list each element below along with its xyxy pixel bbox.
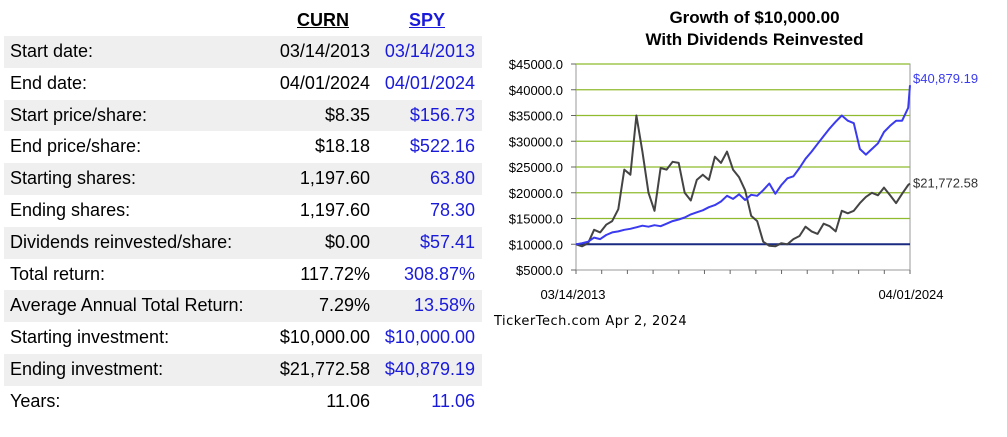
- table-row: Starting investment: $10,000.00 $10,000.00: [4, 322, 482, 354]
- spy-value: 13.58%: [413, 295, 475, 316]
- table-row: Start date: 03/14/2013 03/14/2013: [4, 36, 482, 68]
- spy-end-label: $40,879.19: [913, 71, 978, 86]
- table-row: Ending investment: $21,772.58 $40,879.19: [4, 353, 482, 386]
- y-tick-label: $25000.0: [509, 160, 563, 175]
- y-tick-label: $35000.0: [509, 109, 563, 124]
- row-label: End price/share:: [10, 136, 142, 157]
- table-row: Average Annual Total Return: 7.29% 13.58%: [4, 290, 482, 323]
- spy-value: 03/14/2013: [384, 41, 475, 61]
- row-label: End date:: [10, 72, 88, 93]
- table-row: Dividends reinvested/share: $0.00 $57.41: [4, 226, 482, 259]
- table-row: End date: 04/01/2024 04/01/2024: [4, 68, 482, 100]
- chart-plot: $45000.0 $40000.0 $35000.0 $30000.0 $25000.0…: [509, 57, 978, 302]
- y-tick-label: $15000.0: [509, 212, 563, 227]
- curn-value: 03/14/2013: [279, 41, 370, 61]
- spy-value: $156.73: [409, 104, 475, 125]
- growth-chart: Growth of $10,000.00 With Dividends Rein…: [486, 0, 1007, 437]
- spy-value: $10,000.00: [384, 327, 475, 348]
- table-row: Years: 11.06 11.06: [4, 386, 482, 418]
- row-label: Years:: [10, 390, 61, 411]
- chart-title: Growth of $10,000.00 With Dividends Rein…: [486, 7, 1007, 51]
- x-end-label: 04/01/2024: [878, 287, 943, 302]
- curn-value: 117.72%: [300, 263, 370, 284]
- stats-table: CURN SPY Start date: 03/14/2013 03/14/2013…: [4, 6, 482, 418]
- table-row: Ending shares: 1,197.60 78.30: [4, 195, 482, 227]
- row-label: Ending shares:: [10, 199, 131, 220]
- spy-value: $57.41: [419, 231, 475, 252]
- row-label: Start date:: [10, 41, 94, 61]
- row-label: Total return:: [10, 263, 106, 284]
- row-label: Start price/share:: [10, 104, 148, 125]
- spy-value: 78.30: [429, 199, 475, 220]
- table-row: Starting shares: 1,197.60 63.80: [4, 163, 482, 195]
- curn-value: 1,197.60: [299, 168, 370, 189]
- spy-column-header[interactable]: SPY: [408, 10, 445, 30]
- y-tick-label: $20000.0: [509, 186, 563, 201]
- y-tick-label: $45000.0: [509, 57, 563, 72]
- row-label: Starting investment:: [10, 327, 170, 348]
- chart-title-line1: Growth of $10,000.00: [669, 8, 840, 27]
- x-start-label: 03/14/2013: [540, 287, 605, 302]
- table-header: CURN SPY: [4, 6, 482, 36]
- row-label: Starting shares:: [10, 168, 137, 189]
- curn-value: $10,000.00: [279, 327, 370, 348]
- curn-value: $21,772.58: [279, 358, 370, 379]
- row-label: Dividends reinvested/share:: [10, 231, 233, 252]
- spy-value: 11.06: [431, 390, 475, 411]
- curn-value: 04/01/2024: [279, 72, 370, 93]
- spy-value: $522.16: [409, 136, 475, 157]
- spy-series-line: [575, 85, 911, 246]
- row-label: Ending investment:: [10, 358, 164, 379]
- chart-credit: TickerTech.com Apr 2, 2024: [494, 314, 688, 329]
- curn-series-line: [575, 114, 911, 248]
- table-row: Total return: 117.72% 308.87%: [4, 259, 482, 291]
- row-label: Average Annual Total Return:: [10, 295, 244, 316]
- y-tick-label: $5000.0: [516, 263, 563, 278]
- curn-value: $0.00: [324, 231, 370, 252]
- curn-value: 7.29%: [318, 295, 370, 316]
- spy-value: 308.87%: [403, 263, 475, 284]
- curn-value: 1,197.60: [299, 199, 370, 220]
- table-row: End price/share: $18.18 $522.16: [4, 131, 482, 163]
- y-tick-label: $10000.0: [509, 237, 563, 252]
- curn-end-label: $21,772.58: [913, 176, 978, 191]
- table-row: Start price/share: $8.35 $156.73: [4, 99, 482, 132]
- y-tick-label: $40000.0: [509, 83, 563, 98]
- chart-title-line2: With Dividends Reinvested: [645, 30, 864, 49]
- curn-value: 11.06: [326, 390, 370, 411]
- spy-value: 04/01/2024: [384, 72, 475, 93]
- spy-value: $40,879.19: [384, 358, 475, 379]
- curn-value: $18.18: [314, 136, 370, 157]
- spy-value: 63.80: [429, 168, 475, 189]
- y-tick-label: $30000.0: [509, 134, 563, 149]
- curn-column-header[interactable]: CURN: [297, 10, 349, 30]
- curn-value: $8.35: [324, 104, 370, 125]
